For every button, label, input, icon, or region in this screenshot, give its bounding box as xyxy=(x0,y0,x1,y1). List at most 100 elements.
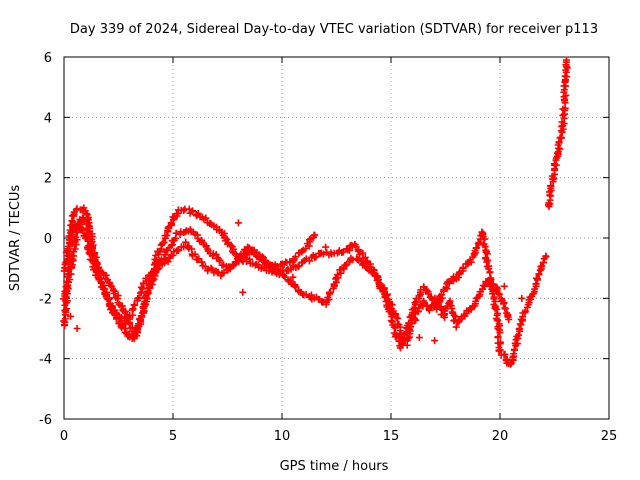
data-point-track-d xyxy=(556,145,564,153)
data-point-track-c xyxy=(539,259,547,267)
data-point-track-c xyxy=(495,347,503,355)
data-point-track-a xyxy=(227,241,235,249)
data-point-track-c xyxy=(129,305,137,313)
data-point-track-c xyxy=(122,317,130,325)
data-point-track-c xyxy=(184,243,192,251)
data-point-track-c xyxy=(169,251,177,259)
data-point-track-b xyxy=(216,256,224,264)
data-point-stray xyxy=(322,243,330,251)
data-point-track-c xyxy=(390,323,398,331)
data-point-track-c xyxy=(191,250,199,258)
data-point-track-c xyxy=(194,256,202,264)
data-point-track-c xyxy=(486,281,494,289)
y-tick-label: 0 xyxy=(44,232,52,247)
data-point-track-b xyxy=(339,248,347,256)
data-point-track-c xyxy=(406,319,414,327)
data-point-track-b xyxy=(172,229,180,237)
data-point-track-c xyxy=(542,252,550,260)
y-tick-label: -4 xyxy=(39,353,52,368)
data-point-track-b xyxy=(258,255,266,263)
data-point-track-c xyxy=(456,268,464,276)
data-point-track-c xyxy=(423,286,431,294)
data-point-track-c xyxy=(105,294,113,302)
data-point-track-c xyxy=(501,350,509,358)
data-point-track-d xyxy=(563,64,571,72)
data-point-track-d xyxy=(547,182,555,190)
data-point-track-c xyxy=(509,353,517,361)
data-point-track-c xyxy=(79,227,87,235)
data-point-track-c xyxy=(207,264,215,272)
data-point-stray xyxy=(518,294,526,302)
data-point-stray xyxy=(289,273,297,281)
data-point-track-d xyxy=(562,56,570,64)
data-point-track-b xyxy=(356,251,364,259)
data-point-track-a xyxy=(311,231,319,239)
data-point-track-c xyxy=(535,270,543,278)
data-point-track-d xyxy=(557,133,565,141)
data-point-track-c xyxy=(492,305,500,313)
data-point-track-b xyxy=(134,322,142,330)
data-point-track-c xyxy=(494,333,502,341)
data-point-track-c xyxy=(496,329,504,337)
x-tick-label: 15 xyxy=(383,429,400,444)
data-point-track-d xyxy=(550,160,558,168)
data-point-track-c xyxy=(137,283,145,291)
data-point-track-c xyxy=(223,266,231,274)
data-point-track-b xyxy=(305,257,313,265)
data-point-track-c xyxy=(521,307,529,315)
gridlines xyxy=(64,57,609,419)
data-point-track-c xyxy=(485,265,493,273)
data-point-track-c xyxy=(342,261,350,269)
y-tick-label: 4 xyxy=(44,111,52,126)
x-axis-label: GPS time / hours xyxy=(280,459,389,474)
data-points xyxy=(59,56,571,368)
data-point-track-c xyxy=(135,294,143,302)
data-point-track-c xyxy=(459,264,467,272)
data-point-track-c xyxy=(496,346,504,354)
data-point-track-b xyxy=(202,242,210,250)
data-point-track-a xyxy=(63,305,71,313)
data-point-track-b xyxy=(505,315,513,323)
data-point-track-d xyxy=(558,128,566,136)
data-point-track-c xyxy=(515,325,523,333)
data-point-track-c xyxy=(496,340,504,348)
y-axis-label: SDTVAR / TECUs xyxy=(8,185,23,292)
data-point-track-a xyxy=(292,253,300,261)
data-point-track-c xyxy=(100,285,108,293)
data-point-track-c xyxy=(437,291,445,299)
data-point-stray xyxy=(239,288,247,296)
data-point-track-c xyxy=(131,301,139,309)
data-point-track-b xyxy=(451,313,459,321)
data-point-track-b xyxy=(209,252,217,260)
data-point-track-a xyxy=(163,232,171,240)
data-point-stray xyxy=(500,282,508,290)
data-point-track-a xyxy=(108,282,116,290)
x-tick-label: 0 xyxy=(60,429,68,444)
data-point-track-b xyxy=(501,305,509,313)
data-point-track-a xyxy=(202,214,210,222)
data-point-track-c xyxy=(118,315,126,323)
data-point-track-c xyxy=(483,250,491,258)
data-point-track-b xyxy=(355,247,363,255)
data-point-track-c xyxy=(489,290,497,298)
data-point-track-c xyxy=(238,256,246,264)
data-point-stray xyxy=(73,325,81,332)
data-point-track-c xyxy=(532,274,540,282)
x-tick-label: 25 xyxy=(601,429,618,444)
data-point-track-c xyxy=(372,272,380,280)
data-point-track-a xyxy=(160,238,168,246)
data-point-track-b xyxy=(361,253,369,261)
data-point-track-a xyxy=(188,208,196,216)
data-point-track-b xyxy=(133,325,141,333)
y-axis-ticks: -6 -4 -2 0 2 4 6 xyxy=(39,51,609,428)
x-tick-label: 10 xyxy=(274,429,291,444)
data-point-track-c xyxy=(77,226,85,234)
data-point-stray xyxy=(415,334,423,342)
data-point-track-c xyxy=(326,288,334,296)
data-point-track-c xyxy=(537,263,545,271)
data-point-track-d xyxy=(558,118,566,126)
data-point-track-b xyxy=(495,290,503,298)
data-point-track-a xyxy=(63,297,71,305)
x-tick-label: 20 xyxy=(492,429,509,444)
data-point-track-a xyxy=(106,281,114,289)
